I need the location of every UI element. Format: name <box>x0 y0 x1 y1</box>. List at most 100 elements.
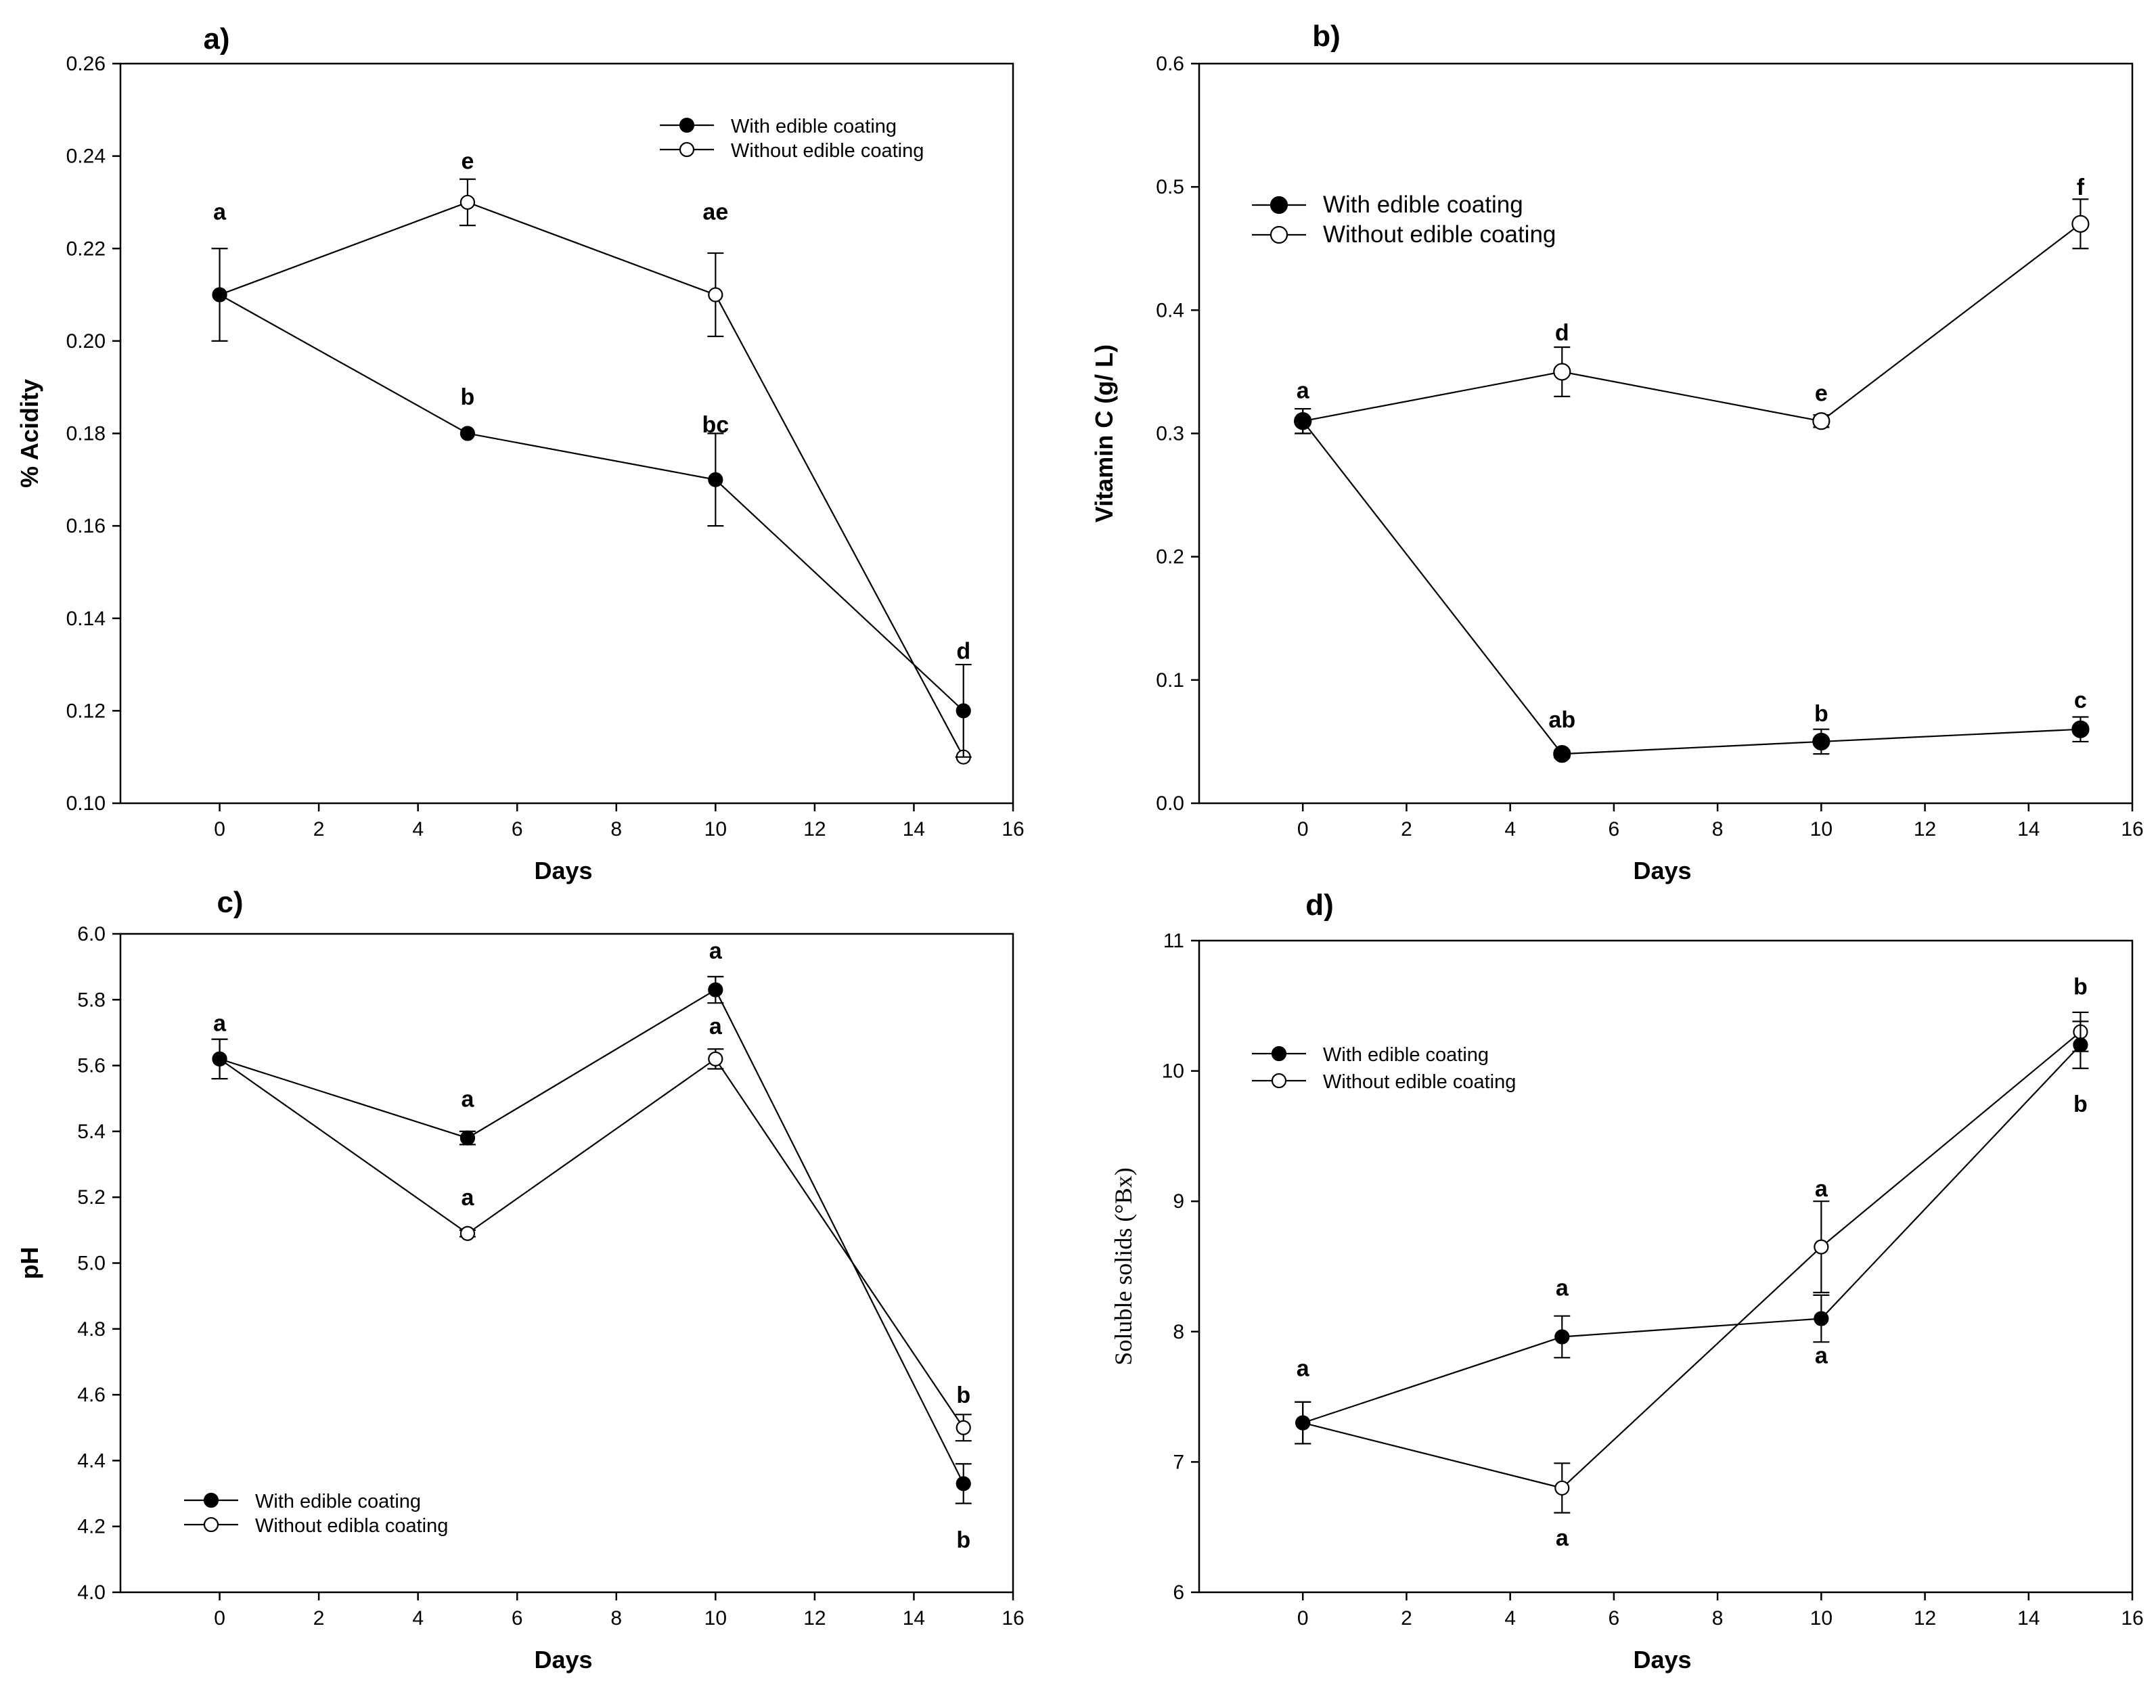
x-axis-title: Days <box>1633 857 1691 884</box>
panel-c: c) 0 2 4 6 8 10 12 14 16 4.0 4.2 4.4 4.6 4.8 5.0 5.2 5.4 5… <box>16 886 1025 1673</box>
y-tick-label: 0.3 <box>1156 423 1184 445</box>
y-tick-label: 0.2 <box>1156 546 1184 568</box>
x-tick-label: 16 <box>2121 818 2143 840</box>
data-point <box>212 1051 227 1066</box>
data-point <box>956 1476 971 1491</box>
legend-label: With edible coating <box>1323 192 1523 218</box>
data-point <box>708 472 723 487</box>
y-tick-label: 0.0 <box>1156 792 1184 815</box>
x-tick-label: 10 <box>1810 818 1833 840</box>
x-tick-label: 6 <box>1609 1607 1620 1630</box>
x-tick-label: 4 <box>1504 818 1516 840</box>
y-tick-label: 0.14 <box>66 608 106 630</box>
series-with-coating <box>1294 407 2090 763</box>
series-without-coating <box>211 1038 972 1442</box>
significance-label: b <box>2073 1092 2088 1117</box>
significance-label: a <box>461 1086 474 1112</box>
data-point <box>1554 1329 1570 1345</box>
plot-frame <box>1198 62 2134 805</box>
data-point <box>1295 1415 1311 1431</box>
x-tick-label: 16 <box>1002 818 1024 840</box>
legend-label: Without edibla coating <box>255 1515 448 1537</box>
data-point <box>708 287 723 302</box>
series-with-coating <box>1295 1020 2089 1445</box>
data-point <box>2071 720 2090 738</box>
data-point <box>708 1051 723 1066</box>
y-tick-label: 5.6 <box>77 1055 106 1077</box>
x-tick-label: 10 <box>704 818 727 840</box>
significance-label: a <box>461 1185 474 1211</box>
panel-d: d) 0 2 4 6 8 10 12 14 16 6 7 8 9 10 11 Days Soluble solid… <box>1110 889 2144 1673</box>
y-tick-label: 0.5 <box>1156 176 1184 198</box>
x-tick-label: 0 <box>214 818 225 840</box>
y-tick-label: 0.16 <box>66 515 106 537</box>
y-tick-label: 5.4 <box>77 1121 106 1143</box>
legend-label: With edible coating <box>731 116 897 137</box>
legend-marker <box>203 1492 219 1508</box>
plot-frame <box>119 62 1014 805</box>
legend-marker <box>1271 1073 1287 1089</box>
panel-b: b) 0 2 4 6 8 10 12 14 16 0.0 0.1 0.2 0.3 0.4 0.5 0.6 Days… <box>1090 20 2144 884</box>
x-tick-label: 14 <box>2017 818 2040 840</box>
significance-label: a <box>709 938 723 964</box>
data-point <box>459 426 476 441</box>
y-tick-label: 6.0 <box>77 923 106 945</box>
x-tick-label: 6 <box>1609 818 1620 840</box>
y-tick-label: 0.18 <box>66 423 106 445</box>
x-tick-label: 2 <box>313 818 325 840</box>
x-tick-label: 12 <box>1914 818 1936 840</box>
x-axis-title: Days <box>534 1646 592 1673</box>
series-with-coating <box>212 287 972 758</box>
legend: With edible coating Without edible coatin… <box>660 116 924 162</box>
x-tick-label: 12 <box>803 1607 826 1630</box>
series-line <box>219 1058 964 1429</box>
data-point <box>459 194 476 210</box>
y-tick-label: 0.24 <box>66 145 106 168</box>
legend: With edible coating Without edible coatin… <box>1252 1044 1516 1093</box>
data-point <box>1814 1239 1829 1255</box>
series-line <box>1302 1031 2082 1489</box>
x-tick-label: 6 <box>512 818 523 840</box>
y-axis-title: pH <box>16 1247 43 1280</box>
legend-label: With edible coating <box>255 1491 421 1512</box>
data-point <box>2071 215 2090 233</box>
series-with-coating <box>211 976 972 1504</box>
legend-label: Without edible coating <box>1323 1071 1516 1093</box>
x-tick-label: 8 <box>1712 1607 1724 1630</box>
x-tick-label: 8 <box>1712 818 1724 840</box>
significance-label: a <box>1297 378 1310 404</box>
plot-frame <box>1198 939 2134 1594</box>
significance-label: e <box>461 148 474 174</box>
data-point <box>1553 363 1571 381</box>
significance-label: f <box>2077 175 2085 200</box>
data-point <box>212 287 227 302</box>
y-tick-label: 0.22 <box>66 238 106 260</box>
data-point <box>1812 412 1831 430</box>
series-line <box>219 989 964 1484</box>
significance-label: a <box>1556 1275 1569 1301</box>
x-axis-title: Days <box>1633 1646 1691 1673</box>
data-point <box>459 1130 476 1146</box>
significance-label: b <box>2073 974 2088 999</box>
legend-marker <box>203 1516 219 1533</box>
data-point <box>1814 1311 1829 1326</box>
significance-label: d <box>956 639 970 665</box>
significance-label: a <box>1815 1176 1828 1202</box>
x-tick-label: 14 <box>903 818 925 840</box>
y-tick-label: 9 <box>1173 1190 1184 1213</box>
y-tick-label: 8 <box>1173 1321 1184 1343</box>
panel-label: b) <box>1312 20 1341 53</box>
significance-label: e <box>1815 380 1828 406</box>
y-tick-label: 0.12 <box>66 700 106 722</box>
y-tick-label: 5.2 <box>77 1186 106 1209</box>
series-without-coating <box>211 178 971 765</box>
x-tick-label: 0 <box>1297 1607 1309 1630</box>
significance-label: a <box>1556 1525 1569 1551</box>
panel-label: d) <box>1305 889 1334 922</box>
x-tick-label: 4 <box>412 1607 424 1630</box>
panel-label: a) <box>203 22 229 55</box>
data-point <box>459 1226 476 1241</box>
y-tick-label: 4.8 <box>77 1318 106 1341</box>
y-axis-title: Soluble solids (°Bx) <box>1110 1167 1137 1365</box>
